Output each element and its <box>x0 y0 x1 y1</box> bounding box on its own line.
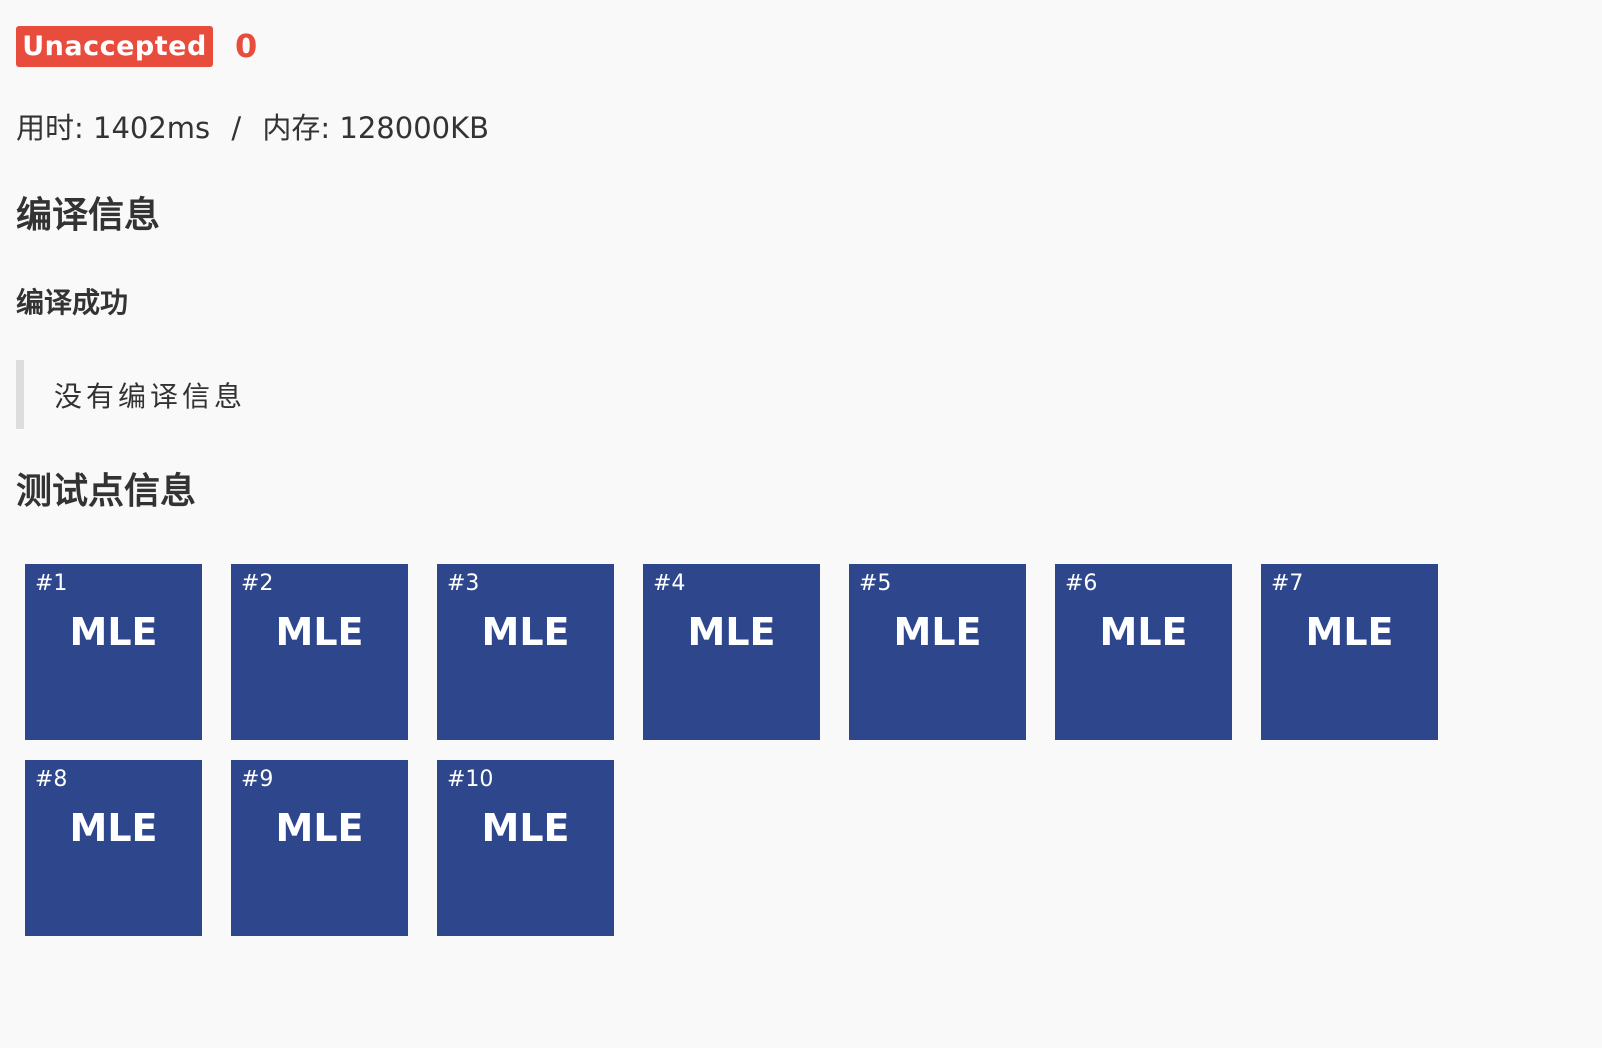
test-case-result: MLE <box>481 610 570 654</box>
test-case-tile[interactable]: #9 MLE <box>231 760 408 936</box>
test-case-id: #2 <box>241 571 274 596</box>
test-case-id: #8 <box>35 767 68 792</box>
test-case-id: #7 <box>1271 571 1304 596</box>
test-case-tile[interactable]: #8 MLE <box>25 760 202 936</box>
test-case-tile[interactable]: #10 MLE <box>437 760 614 936</box>
compile-message: 没有编译信息 <box>54 379 247 413</box>
status-badge: Unaccepted <box>16 26 213 67</box>
memory-value: 128000KB <box>339 111 490 145</box>
test-case-id: #10 <box>447 767 494 792</box>
test-case-result: MLE <box>893 610 982 654</box>
test-case-result: MLE <box>481 806 570 850</box>
test-case-id: #5 <box>859 571 892 596</box>
compile-info-title: 编译信息 <box>16 195 161 236</box>
test-case-tile[interactable]: #3 MLE <box>437 564 614 740</box>
memory-label: 内存: <box>262 111 331 145</box>
test-case-id: #3 <box>447 571 480 596</box>
time-label: 用时: <box>16 111 84 145</box>
test-case-result: MLE <box>275 610 364 654</box>
test-case-result: MLE <box>69 806 158 850</box>
resource-usage: 用时: 1402ms / 内存: 128000KB <box>16 108 489 148</box>
test-case-tile[interactable]: #5 MLE <box>849 564 1026 740</box>
test-info-title: 测试点信息 <box>16 471 197 512</box>
compile-message-block: 没有编译信息 <box>16 360 616 429</box>
time-value: 1402ms <box>93 111 211 145</box>
test-case-grid: #1 MLE #2 MLE #3 MLE #4 MLE #5 MLE #6 MLE #7 MLE #8 MLE… <box>25 564 1465 936</box>
test-case-id: #9 <box>241 767 274 792</box>
compile-status: 编译成功 <box>16 286 129 319</box>
test-case-result: MLE <box>1305 610 1394 654</box>
test-case-tile[interactable]: #1 MLE <box>25 564 202 740</box>
test-case-result: MLE <box>687 610 776 654</box>
status-row: Unaccepted 0 <box>16 26 257 67</box>
test-case-id: #4 <box>653 571 686 596</box>
test-case-result: MLE <box>69 610 158 654</box>
test-case-result: MLE <box>1099 610 1188 654</box>
test-case-tile[interactable]: #4 MLE <box>643 564 820 740</box>
usage-separator: / <box>231 111 242 145</box>
test-case-id: #6 <box>1065 571 1098 596</box>
test-case-result: MLE <box>275 806 364 850</box>
test-case-tile[interactable]: #7 MLE <box>1261 564 1438 740</box>
test-case-tile[interactable]: #2 MLE <box>231 564 408 740</box>
test-case-id: #1 <box>35 571 68 596</box>
test-case-tile[interactable]: #6 MLE <box>1055 564 1232 740</box>
score-value: 0 <box>235 27 258 65</box>
